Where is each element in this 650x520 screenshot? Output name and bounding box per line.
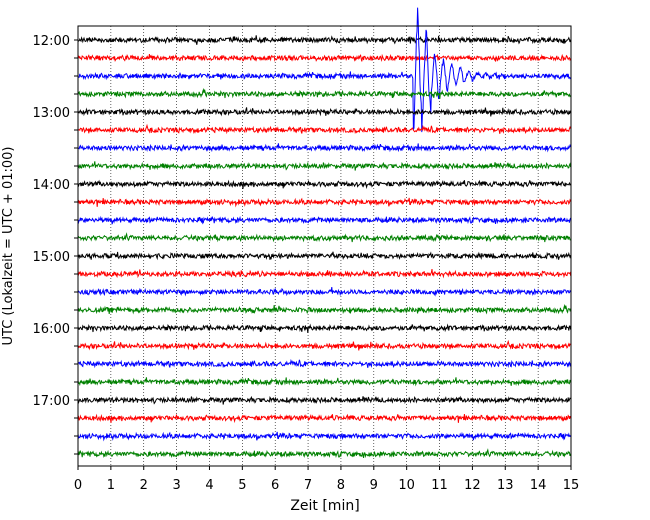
trace-line-13	[77, 269, 572, 279]
y-tick-label: 17:00	[33, 394, 70, 409]
x-tick-label: 8	[337, 478, 345, 493]
x-tick-label: 15	[563, 478, 580, 493]
y-tick-label: 13:00	[33, 106, 70, 121]
trace-line-22	[77, 431, 572, 442]
plot-area	[77, 7, 572, 467]
x-tick-label: 2	[140, 478, 148, 493]
x-tick-label: 11	[431, 478, 448, 493]
plot-background	[78, 26, 571, 466]
x-axis-label: Zeit [min]	[290, 498, 359, 514]
trace-line-5	[77, 123, 572, 135]
x-tick-label: 12	[464, 478, 481, 493]
x-tick-label: 0	[74, 478, 82, 493]
trace-line-15	[77, 303, 572, 315]
y-axis: 12:00 13:00 14:00 15:00 16:00 17:00	[33, 34, 78, 455]
trace-line-9	[77, 197, 572, 208]
x-tick-label: 6	[271, 478, 279, 493]
x-tick-label: 14	[530, 478, 547, 493]
trace-line-3	[77, 87, 572, 99]
trace-line-8	[77, 179, 572, 190]
trace-line-18	[77, 358, 572, 369]
trace-line-14	[77, 287, 572, 297]
x-tick-label: 9	[370, 478, 378, 493]
y-tick-label: 15:00	[33, 250, 70, 265]
trace-line-2	[77, 7, 572, 133]
x-axis: 0 1 2 3 4 5 6 7 8 9 10 11 12 13 14 15	[74, 466, 579, 493]
x-tick-label: 10	[398, 478, 415, 493]
y-tick-label: 16:00	[33, 322, 70, 337]
trace-line-16	[77, 323, 572, 333]
y-tick-label: 12:00	[33, 34, 70, 49]
trace-line-17	[77, 339, 571, 351]
trace-line-4	[77, 107, 572, 117]
trace-line-23	[77, 448, 572, 459]
trace-line-20	[77, 395, 571, 405]
trace-line-1	[77, 53, 572, 62]
x-tick-label: 4	[205, 478, 213, 493]
y-tick-label: 14:00	[33, 178, 70, 193]
trace-line-21	[77, 413, 572, 424]
trace-line-11	[77, 232, 571, 243]
trace-line-19	[77, 377, 572, 387]
y-axis-label: UTC (Lokalzeit = UTC + 01:00)	[1, 147, 16, 346]
x-tick-label: 3	[172, 478, 180, 493]
trace-line-12	[77, 251, 572, 261]
trace-line-7	[77, 161, 572, 171]
trace-line-0	[77, 35, 572, 45]
axis-frame	[77, 25, 572, 467]
x-tick-label: 13	[497, 478, 514, 493]
x-tick-label: 1	[107, 478, 115, 493]
trace-line-6	[77, 143, 572, 153]
trace-line-10	[77, 215, 572, 225]
x-tick-label: 7	[304, 478, 312, 493]
x-tick-label: 5	[238, 478, 246, 493]
